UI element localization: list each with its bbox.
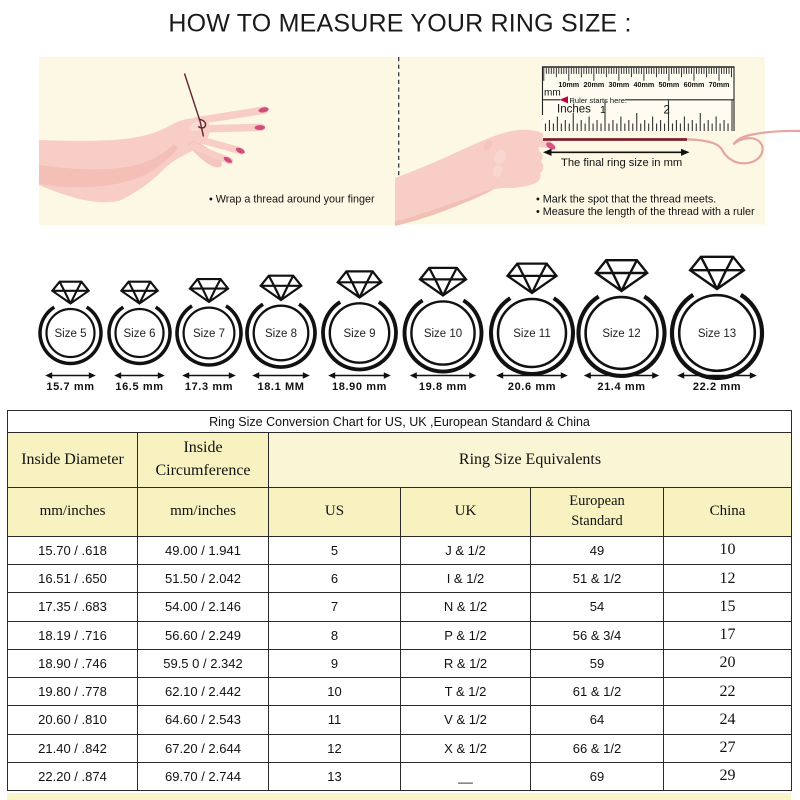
svg-text:Size 11: Size 11 (513, 328, 551, 340)
svg-text:60mm: 60mm (684, 80, 705, 89)
svg-text:Size 10: Size 10 (424, 328, 462, 340)
svg-text:1: 1 (600, 104, 606, 116)
svg-text:Size 13: Size 13 (698, 328, 736, 340)
svg-text:• Wrap a thread around your fi: • Wrap a thread around your finger (209, 194, 375, 206)
svg-text:Size 6: Size 6 (124, 328, 156, 340)
svg-text:20mm: 20mm (584, 80, 605, 89)
svg-text:Size 5: Size 5 (55, 328, 87, 340)
svg-text:Size 7: Size 7 (193, 328, 225, 340)
svg-text:22.2 mm: 22.2 mm (693, 381, 741, 393)
svg-text:21.4 mm: 21.4 mm (597, 381, 645, 393)
svg-text:Size 9: Size 9 (344, 328, 376, 340)
svg-text:50mm: 50mm (659, 80, 680, 89)
svg-text:Ruler starts here.: Ruler starts here. (570, 96, 628, 105)
svg-text:• Measure the length of the th: • Measure the length of the thread with … (536, 206, 755, 218)
svg-text:15.7 mm: 15.7 mm (46, 381, 94, 393)
svg-text:16.5 mm: 16.5 mm (115, 381, 163, 393)
svg-text:18.1 MM: 18.1 MM (258, 381, 305, 393)
svg-text:40mm: 40mm (634, 80, 655, 89)
svg-text:19.8 mm: 19.8 mm (419, 381, 467, 393)
svg-text:The final ring size in mm: The final ring size in mm (561, 157, 682, 169)
svg-text:Size 8: Size 8 (265, 328, 297, 340)
svg-text:30mm: 30mm (609, 80, 630, 89)
svg-text:HOW TO MEASURE YOUR RING SIZE: HOW TO MEASURE YOUR RING SIZE : (168, 10, 631, 38)
svg-text:• Mark the spot that the threa: • Mark the spot that the thread meets. (536, 194, 716, 206)
svg-text:Size 12: Size 12 (602, 328, 640, 340)
svg-text:18.90 mm: 18.90 mm (332, 381, 387, 393)
svg-text:70mm: 70mm (709, 80, 730, 89)
svg-text:mm: mm (544, 88, 561, 99)
svg-text:17.3 mm: 17.3 mm (185, 381, 233, 393)
svg-text:Inches: Inches (557, 104, 591, 116)
svg-text:20.6 mm: 20.6 mm (508, 381, 556, 393)
svg-text:2: 2 (664, 105, 670, 117)
svg-text:10mm: 10mm (558, 80, 579, 89)
